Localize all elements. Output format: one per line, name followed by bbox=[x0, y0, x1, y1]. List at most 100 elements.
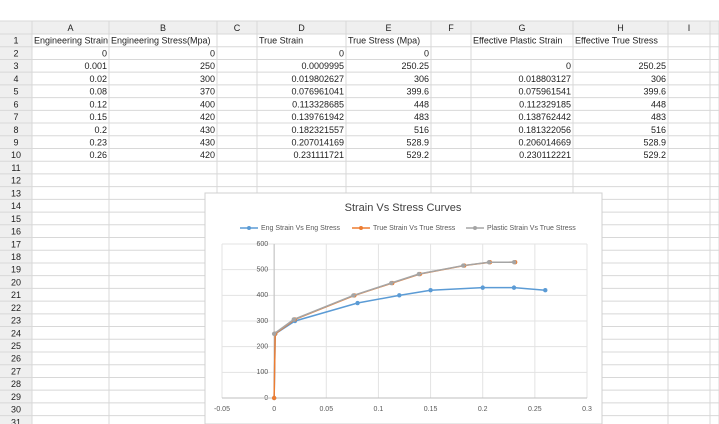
y-tick-label: 300 bbox=[256, 318, 268, 325]
column-header: B bbox=[160, 23, 166, 33]
cell: 448 bbox=[651, 99, 666, 109]
y-tick-label: 400 bbox=[256, 292, 268, 299]
cell: 0.206014669 bbox=[518, 137, 571, 147]
row-header: 30 bbox=[11, 405, 21, 415]
row-header: 13 bbox=[11, 188, 21, 198]
column-header: F bbox=[448, 23, 454, 33]
data-point bbox=[291, 317, 296, 322]
x-tick-label: 0 bbox=[272, 406, 276, 413]
cell: 448 bbox=[414, 99, 429, 109]
cell: 0.019802627 bbox=[291, 74, 344, 84]
row-header: 15 bbox=[11, 214, 21, 224]
data-point bbox=[355, 300, 360, 306]
row-header: 17 bbox=[11, 239, 21, 249]
data-point bbox=[428, 288, 433, 293]
column-header: I bbox=[688, 23, 691, 33]
cell: 0.075961541 bbox=[518, 87, 571, 97]
cell: 528.9 bbox=[643, 137, 666, 147]
x-tick-label: -0.05 bbox=[214, 406, 230, 413]
column-header: D bbox=[298, 23, 305, 33]
x-tick-label: 0.1 bbox=[374, 406, 384, 413]
cell: 529.2 bbox=[406, 150, 429, 160]
data-point bbox=[461, 263, 466, 268]
cell: 430 bbox=[200, 125, 215, 135]
cell: 0.231111721 bbox=[293, 150, 344, 160]
cell: 400 bbox=[200, 99, 215, 109]
data-point bbox=[351, 293, 356, 298]
data-point bbox=[271, 395, 277, 401]
row-header: 26 bbox=[11, 354, 21, 364]
cell: 0.02 bbox=[89, 74, 107, 84]
cell: 0.23 bbox=[89, 137, 107, 147]
cell: 483 bbox=[651, 112, 666, 122]
chart-title: Strain Vs Stress Curves bbox=[345, 202, 462, 214]
cell: 420 bbox=[200, 112, 215, 122]
cell: 250.25 bbox=[638, 61, 666, 71]
cell: 516 bbox=[414, 125, 429, 135]
row-header: 1 bbox=[13, 36, 18, 46]
column-header: H bbox=[617, 23, 624, 33]
row-header: 19 bbox=[11, 265, 21, 275]
x-tick-label: 0.2 bbox=[478, 406, 488, 413]
row-header: 14 bbox=[11, 201, 21, 211]
row-header: 9 bbox=[13, 137, 18, 147]
row-header: 2 bbox=[13, 48, 18, 58]
data-point bbox=[416, 271, 422, 277]
row-header: 23 bbox=[11, 316, 21, 326]
cell: 0.112329185 bbox=[519, 99, 571, 109]
row-header: 21 bbox=[11, 290, 21, 300]
cell: 0 bbox=[210, 48, 215, 58]
cell: 430 bbox=[200, 137, 215, 147]
row-header: 31 bbox=[11, 417, 21, 424]
cell: Effective True Stress bbox=[575, 36, 658, 46]
row-header: 24 bbox=[11, 328, 21, 338]
cell: 370 bbox=[200, 87, 215, 97]
row-header: 27 bbox=[11, 366, 21, 376]
cell: 0 bbox=[566, 61, 571, 71]
cell: 0.12 bbox=[89, 99, 107, 109]
cell: True Stress (Mpa) bbox=[348, 36, 420, 46]
data-point bbox=[511, 259, 517, 265]
cell: 0.0009995 bbox=[301, 61, 344, 71]
row-header: 12 bbox=[11, 176, 21, 186]
data-point bbox=[397, 293, 402, 298]
row-header: 8 bbox=[13, 125, 18, 135]
data-point bbox=[271, 331, 277, 336]
cell: 0.076961041 bbox=[291, 87, 344, 97]
row-header: 7 bbox=[13, 112, 18, 122]
cell: 250.25 bbox=[401, 61, 429, 71]
cell: 0.2 bbox=[94, 125, 107, 135]
cell: 0 bbox=[424, 48, 429, 58]
data-point bbox=[480, 285, 485, 290]
legend-label: Plastic Strain Vs True Stress bbox=[487, 225, 576, 232]
cell: 0.181322056 bbox=[518, 125, 571, 135]
cell: 0.207014169 bbox=[291, 137, 344, 147]
x-tick-label: 0.05 bbox=[319, 406, 333, 413]
cell: Engineering Stress(Mpa) bbox=[111, 36, 211, 46]
cell: 529.2 bbox=[643, 150, 666, 160]
cell: 250 bbox=[200, 61, 215, 71]
row-header: 16 bbox=[11, 227, 21, 237]
data-point bbox=[543, 288, 548, 293]
chart-area bbox=[204, 192, 603, 424]
cell: 0.230112221 bbox=[519, 150, 571, 160]
cell: Engineering Strain bbox=[34, 36, 108, 46]
cell: 0.113328685 bbox=[292, 99, 344, 109]
data-point bbox=[511, 285, 517, 290]
y-tick-label: 600 bbox=[256, 241, 268, 248]
cell: True Strain bbox=[259, 36, 303, 46]
cell: 399.6 bbox=[406, 87, 429, 97]
y-tick-label: 200 bbox=[256, 344, 268, 351]
row-header: 6 bbox=[13, 99, 18, 109]
legend-marker bbox=[473, 226, 477, 230]
row-header: 29 bbox=[11, 392, 21, 402]
row-header: 18 bbox=[11, 252, 21, 262]
legend-label: Eng Strain Vs Eng Stress bbox=[261, 225, 340, 232]
y-tick-label: 500 bbox=[256, 267, 268, 274]
row-header: 20 bbox=[11, 277, 21, 287]
cell: 483 bbox=[414, 112, 429, 122]
legend-label: True Strain Vs True Stress bbox=[373, 225, 456, 232]
column-header: C bbox=[234, 23, 241, 33]
series-line bbox=[273, 261, 515, 335]
